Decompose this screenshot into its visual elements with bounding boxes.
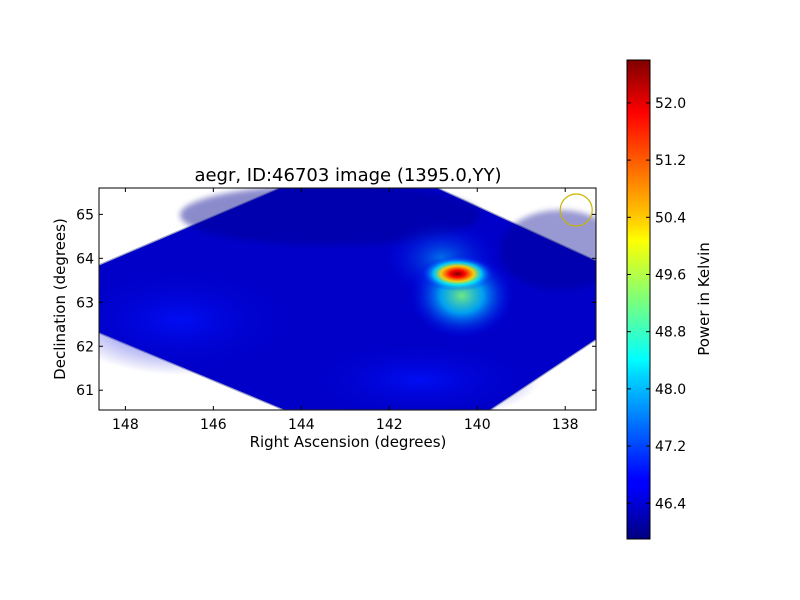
colorbar-tick-label: 49.6: [655, 267, 686, 283]
x-tick-label: 138: [552, 417, 579, 433]
y-tick-label: 62: [76, 339, 94, 355]
background-brightening: [300, 340, 540, 410]
chart-title: aegr, ID:46703 image (1395.0,YY): [194, 165, 501, 186]
colorbar-tick-label: 51.2: [655, 153, 686, 169]
source-blob: [420, 256, 495, 292]
background-darkening: [500, 210, 596, 290]
y-tick-label: 64: [76, 251, 94, 267]
y-tick-label: 65: [76, 207, 94, 223]
colorbar-tick-label: 52.0: [655, 96, 686, 112]
x-axis: 148 146 144 142 140 138: [112, 188, 579, 433]
beam-marker: [559, 193, 593, 227]
colorbar-tick-label: 46.4: [655, 496, 686, 512]
y-axis: 61 62 63 64 65: [76, 207, 596, 399]
x-axis-label: Right Ascension (degrees): [250, 433, 447, 451]
colorbar-tick-label: 48.8: [655, 325, 686, 341]
plot-frame: [98, 187, 597, 411]
y-tick-label: 63: [76, 295, 94, 311]
y-axis-label: Declination (degrees): [51, 218, 69, 380]
colorbar-tick-label: 47.2: [655, 439, 686, 455]
background-brightening: [99, 265, 300, 375]
x-tick-label: 148: [112, 417, 139, 433]
x-tick-label: 142: [376, 417, 403, 433]
heatmap-image: [99, 188, 596, 410]
x-tick-label: 146: [200, 417, 227, 433]
colorbar-axis: 46.4 47.2 48.0 48.8 49.6 50.4 51.2 52.0: [627, 96, 686, 512]
sources-layer: [384, 219, 516, 340]
colorbar-tick-label: 50.4: [655, 210, 686, 226]
colorbar: [626, 59, 651, 540]
x-tick-label: 140: [464, 417, 491, 433]
colorbar-label: Power in Kelvin: [695, 242, 713, 356]
y-tick-label: 61: [76, 383, 94, 399]
colorbar-tick-label: 48.0: [655, 382, 686, 398]
x-tick-label: 144: [288, 417, 315, 433]
